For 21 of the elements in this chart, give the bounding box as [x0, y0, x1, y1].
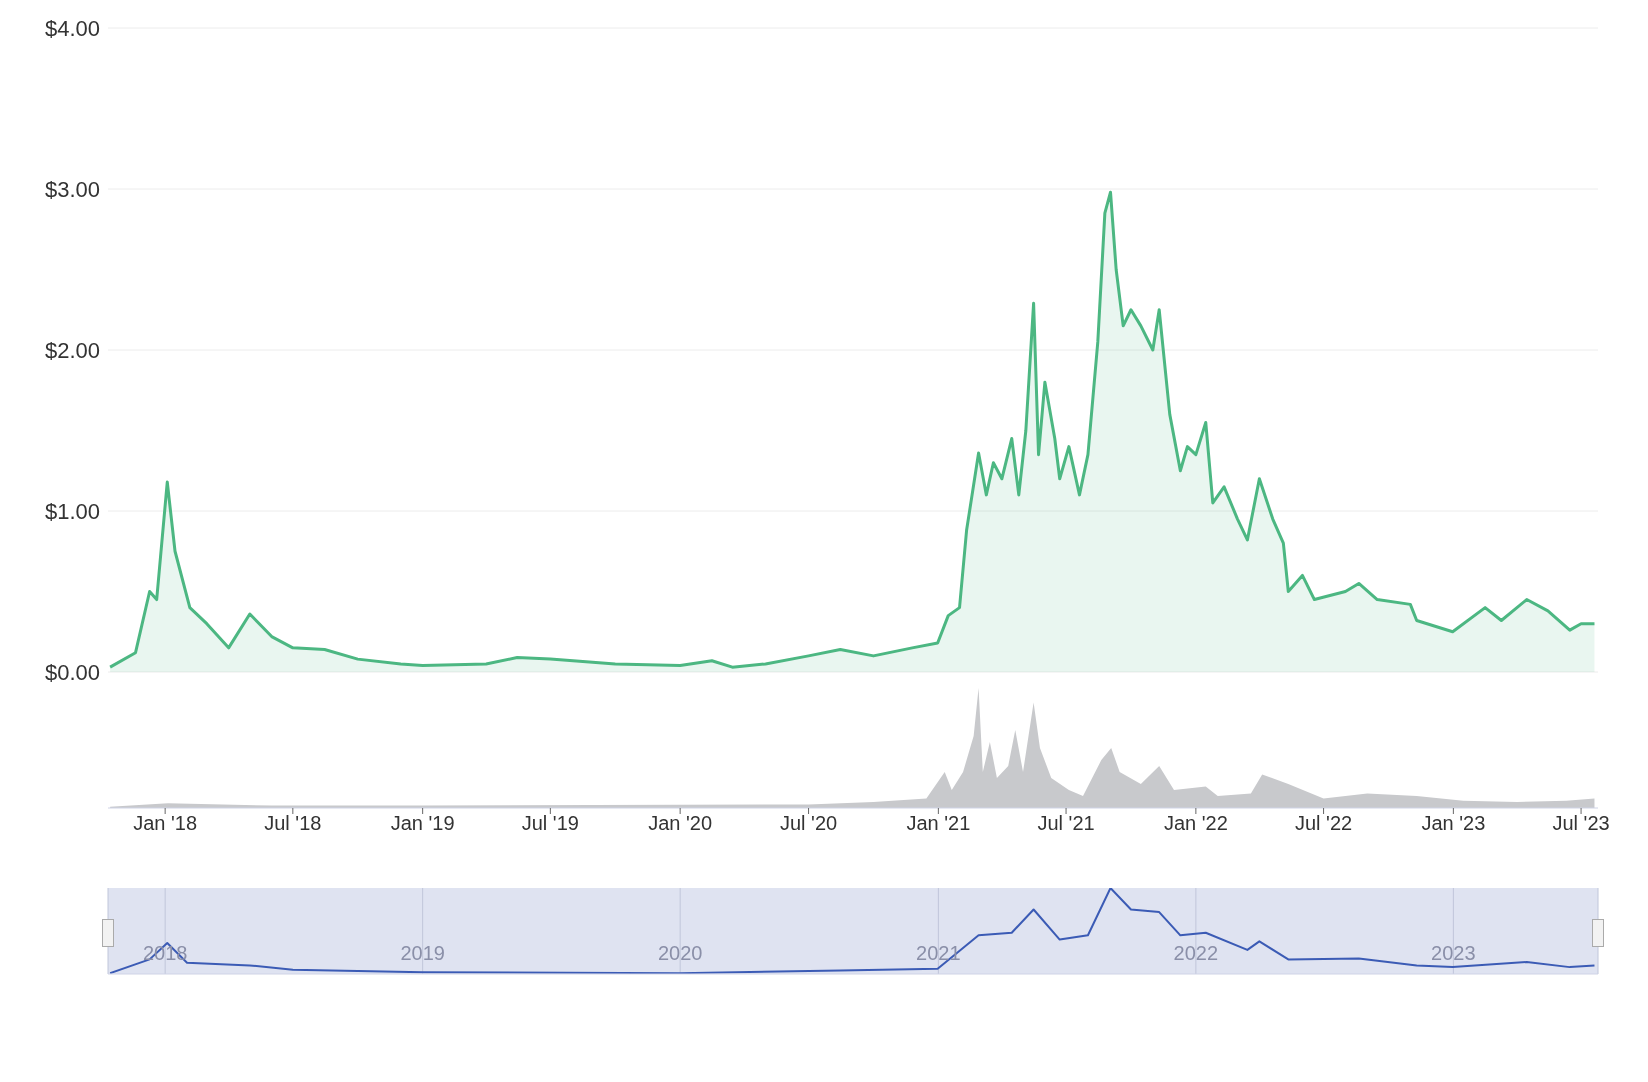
- x-tick-label: Jan '19: [390, 812, 455, 835]
- y-tick-label: $2.00: [44, 337, 100, 363]
- x-tick-label: 2022: [1173, 942, 1219, 965]
- x-tick-label: Jan '21: [906, 812, 971, 835]
- x-tick-label: Jul '23: [1552, 812, 1610, 835]
- y-tick-label: $4.00: [44, 15, 100, 41]
- y-tick-label: $3.00: [44, 176, 100, 202]
- x-tick-label: 2020: [657, 942, 703, 965]
- x-tick-label: 2023: [1431, 942, 1476, 965]
- x-tick-label: Jul '19: [521, 812, 579, 835]
- x-tick-label: Jul '22: [1294, 812, 1353, 835]
- x-tick-label: Jul '21: [1037, 812, 1095, 835]
- x-tick-label: Jan '18: [133, 812, 198, 835]
- x-tick-label: Jan '20: [648, 812, 713, 835]
- x-tick-label: Jul '20: [779, 812, 838, 835]
- x-tick-label: 2019: [400, 942, 445, 965]
- y-tick-label: $1.00: [44, 498, 100, 524]
- x-tick-label: Jan '22: [1163, 812, 1228, 835]
- x-tick-label: Jul '18: [264, 812, 322, 835]
- x-tick-label: Jan '23: [1421, 812, 1486, 835]
- y-tick-label: $0.00: [44, 659, 100, 685]
